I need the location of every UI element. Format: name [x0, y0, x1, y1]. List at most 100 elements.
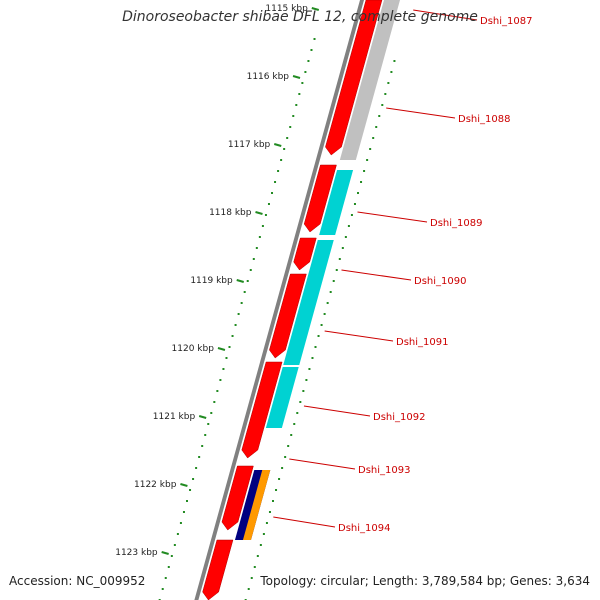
ruler-tick [273, 143, 282, 147]
ruler-tick [255, 211, 263, 215]
guide-dot [378, 115, 381, 117]
guide-dot [210, 412, 213, 414]
guide-dot [243, 291, 246, 293]
guide-dot [369, 148, 372, 150]
genome-summary-text: Topology: circular; Length: 3,789,584 bp… [260, 574, 590, 588]
ruler-tick-label: 1115 kbp [265, 4, 308, 14]
guide-dot [198, 456, 201, 458]
reverse-gene-block[interactable] [319, 170, 354, 235]
gene-leader-line [413, 9, 478, 21]
ruler-tick [236, 279, 244, 283]
guide-dot [225, 357, 228, 359]
gene-label[interactable]: Dshi_1089 [430, 218, 482, 229]
guide-dot [289, 126, 292, 128]
gene-label[interactable]: Dshi_1091 [396, 337, 448, 348]
guide-dot [268, 511, 271, 513]
gene-leader-line [273, 516, 336, 528]
guide-dot [167, 566, 170, 568]
reverse-gene-block[interactable] [339, 0, 400, 160]
reverse-gene-block[interactable] [265, 367, 299, 428]
guide-dot [310, 49, 313, 51]
guide-dot [307, 60, 310, 62]
guide-dot [234, 324, 237, 326]
guide-dot [323, 313, 326, 315]
guide-dot [271, 192, 274, 194]
guide-dot [308, 368, 311, 370]
ruler-tick [180, 483, 188, 487]
guide-dot [393, 60, 396, 62]
guide-dot [360, 181, 363, 183]
gene-label[interactable]: Dshi_1092 [373, 412, 425, 423]
forward-gene-arrow[interactable] [221, 465, 254, 531]
forward-gene-arrow[interactable] [202, 539, 234, 600]
guide-dot [286, 137, 289, 139]
ruler-tick-label: 1119 kbp [190, 276, 233, 286]
guide-dot [341, 247, 344, 249]
guide-dot [290, 434, 293, 436]
forward-gene-arrow[interactable] [325, 0, 383, 156]
guide-dot [182, 511, 185, 513]
gene-label[interactable]: Dshi_1087 [480, 16, 532, 27]
guide-dot [186, 500, 188, 502]
guide-dot [335, 269, 338, 271]
map-title: Dinoroseobacter shibae DFL 12, complete … [122, 9, 478, 25]
guide-dot [189, 489, 192, 491]
guide-dot [390, 71, 393, 73]
guide-dot [250, 577, 253, 579]
reverse-gene-block[interactable] [283, 240, 334, 365]
guide-dot [301, 82, 304, 84]
gene-label[interactable]: Dshi_1093 [358, 465, 410, 476]
guide-dot [350, 214, 353, 216]
guide-dot [357, 192, 360, 194]
guide-dot [249, 269, 252, 271]
guide-dot [272, 500, 274, 502]
guide-dot [299, 401, 302, 403]
guide-dot [252, 258, 255, 260]
gene-label[interactable]: Dshi_1088 [458, 114, 510, 125]
guide-dot [314, 346, 317, 348]
gene-label[interactable]: Dshi_1090 [414, 276, 466, 287]
guide-dot [173, 544, 176, 546]
backbone-line [194, 0, 364, 600]
ruler-tick-label: 1116 kbp [247, 72, 290, 82]
gene-leader-line [324, 330, 394, 342]
guide-dot [164, 577, 167, 579]
guide-dot [170, 555, 173, 557]
guide-dot [179, 522, 182, 524]
guide-dot [292, 115, 295, 117]
reverse-gene-block[interactable] [242, 470, 271, 540]
guide-dot [366, 159, 369, 161]
guide-dot [305, 379, 308, 381]
guide-dot [311, 357, 314, 359]
ruler-tick-label: 1123 kbp [115, 548, 158, 558]
guide-dot [274, 181, 277, 183]
forward-gene-arrow[interactable] [303, 164, 337, 233]
guide-dot [387, 82, 390, 84]
guide-dot [326, 302, 329, 304]
guide-dot [338, 258, 341, 260]
guide-dot [313, 38, 316, 40]
guide-dot [256, 555, 259, 557]
ruler-tick [198, 415, 207, 419]
guide-dot [253, 566, 256, 568]
guide-dot [363, 170, 366, 172]
guide-dot [195, 467, 198, 469]
guide-dot [384, 93, 387, 95]
guide-dot [353, 203, 356, 205]
ruler-tick [311, 7, 320, 11]
guide-dot [192, 478, 195, 480]
guide-dot [267, 203, 270, 205]
forward-gene-arrow[interactable] [269, 273, 307, 359]
accession-text: Accession: NC_009952 [9, 574, 146, 588]
gene-label[interactable]: Dshi_1094 [338, 523, 390, 534]
guide-dot [295, 104, 298, 106]
guide-dot [320, 324, 323, 326]
forward-gene-arrow[interactable] [293, 237, 317, 271]
guide-dot [283, 148, 286, 150]
guide-dot [381, 104, 384, 106]
guide-dot [277, 170, 280, 172]
ruler-tick-label: 1120 kbp [172, 344, 215, 354]
guide-dot [287, 445, 290, 447]
forward-gene-arrow[interactable] [241, 361, 283, 459]
